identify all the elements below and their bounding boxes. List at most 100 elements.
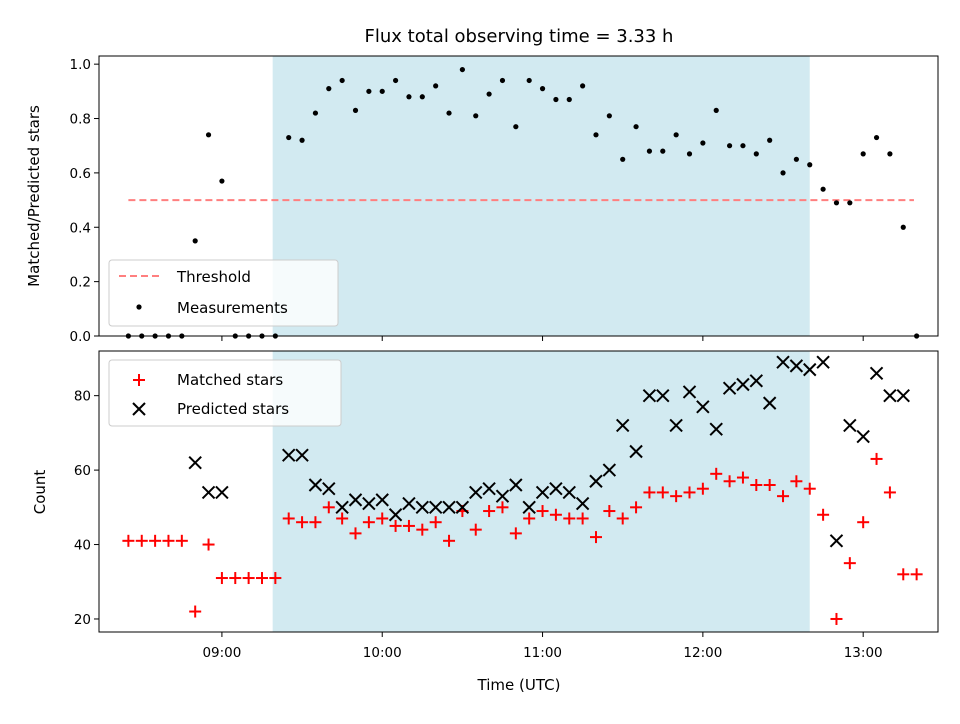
predicted-star-point (615, 418, 630, 433)
measurement-point (700, 140, 706, 146)
y-tick-label: 1.0 (70, 57, 91, 73)
y-tick-label: 80 (74, 389, 91, 405)
matched-star-point (255, 572, 268, 585)
matched-star-point (817, 508, 830, 521)
predicted-star-point (843, 418, 857, 433)
x-axis-label: Time (UTC) (477, 676, 561, 694)
measurement-point (900, 224, 906, 230)
predicted-star-point (776, 355, 790, 369)
matched-star-point (242, 572, 255, 585)
predicted-star-point (295, 448, 309, 462)
y-tick-label: 0.0 (70, 329, 91, 345)
measurement-point (820, 186, 826, 192)
matched-star-point (563, 512, 576, 525)
matched-star-point (309, 516, 322, 529)
matched-star-point (215, 572, 228, 585)
measurement-point (793, 156, 799, 162)
x-tick-label: 10:00 (363, 645, 402, 661)
predicted-star-point (215, 485, 229, 500)
y-tick-label: 60 (74, 463, 91, 479)
top-legend: Threshold Measurements (108, 259, 339, 327)
matched-star-point (496, 501, 509, 514)
predicted-star-point (455, 500, 470, 515)
y-tick-label: 0.6 (70, 166, 91, 182)
matched-star-point (322, 501, 335, 514)
matched-star-point (630, 501, 643, 514)
top-x-ticks (221, 336, 864, 341)
top-plot-frame (98, 55, 939, 337)
matched-star-point (229, 572, 242, 585)
matched-star-point (269, 572, 282, 585)
bottom-x-ticks: 09:00 10:00 11:00 12:00 13:00 (202, 632, 883, 661)
predicted-star-point (789, 359, 804, 373)
predicted-star-point (388, 508, 403, 522)
predicted-star-point (856, 429, 870, 444)
measurement-point (192, 238, 198, 244)
measurement-point (339, 77, 345, 84)
matched-star-point (803, 482, 816, 495)
predicted-star-point (829, 534, 844, 548)
matched-star-point (777, 490, 790, 503)
predicted-star-point (816, 355, 830, 369)
measurement-point (406, 94, 412, 100)
matched-star-point (790, 475, 803, 488)
measurement-point (860, 151, 866, 157)
x-tick-label: 09:00 (202, 645, 241, 661)
predicted-star-point (308, 478, 323, 492)
matched-star-point (509, 527, 522, 540)
predicted-star-point (736, 377, 750, 392)
measurement-point (633, 124, 639, 130)
measurement-point (486, 91, 492, 97)
predicted-star-point (629, 444, 643, 459)
matched-star-point (857, 516, 870, 529)
bottom-y-ticks: 20 40 60 80 (74, 389, 99, 628)
predicted-star-point (696, 400, 710, 414)
matched-star-point (282, 512, 295, 525)
measurement-point (513, 124, 519, 130)
predicted-star-point (883, 388, 897, 403)
predicted-star-point (362, 496, 376, 511)
matched-star-point (149, 534, 162, 547)
predicted-star-point (589, 474, 603, 488)
measurement-point (446, 110, 452, 116)
predicted-star-point (509, 478, 523, 492)
predicted-star-point (749, 374, 764, 388)
y-tick-label: 0.4 (70, 220, 91, 236)
predicted-star-point (375, 493, 389, 507)
bottom-panel: 20 40 60 80 09:00 10:00 11:00 12:00 13:00 Count… (31, 350, 939, 694)
y-tick-label: 20 (74, 612, 91, 628)
predicted-star-point (495, 489, 510, 503)
measurement-point (392, 77, 399, 84)
matched-star-point (830, 612, 843, 625)
bottom-plot-frame (98, 350, 939, 633)
predicted-star-point (415, 500, 430, 515)
measurement-point (419, 94, 425, 100)
matched-star-point (883, 486, 896, 499)
measurement-point (566, 96, 572, 103)
measurement-point (299, 137, 305, 143)
legend-predicted-swatch (132, 402, 146, 416)
measurement-point (219, 178, 225, 184)
top-panel: 0.0 0.2 0.4 0.6 0.8 1.0 Matched/Predicted sta… (25, 55, 939, 345)
matched-star-point (897, 568, 910, 581)
measurement-point (780, 170, 786, 176)
predicted-star-point (602, 463, 617, 477)
predicted-star-point (535, 485, 550, 500)
y-tick-label: 0.2 (70, 275, 91, 291)
measurement-point (312, 110, 319, 116)
measurement-point (433, 83, 439, 89)
matched-star-point (616, 512, 629, 525)
measurement-point (459, 66, 465, 73)
predicted-star-point (722, 381, 737, 395)
predicted-star-point (869, 366, 884, 381)
matched-star-point (389, 519, 402, 532)
measurement-point (847, 200, 853, 206)
measurement-point (352, 107, 359, 113)
matched-star-point (202, 538, 215, 551)
matched-star-point (175, 534, 188, 547)
matched-star-point (670, 490, 683, 503)
x-tick-label: 11:00 (523, 645, 562, 661)
measurement-point (660, 148, 666, 154)
legend-measurements-swatch (136, 304, 142, 310)
matched-star-point (870, 452, 883, 465)
